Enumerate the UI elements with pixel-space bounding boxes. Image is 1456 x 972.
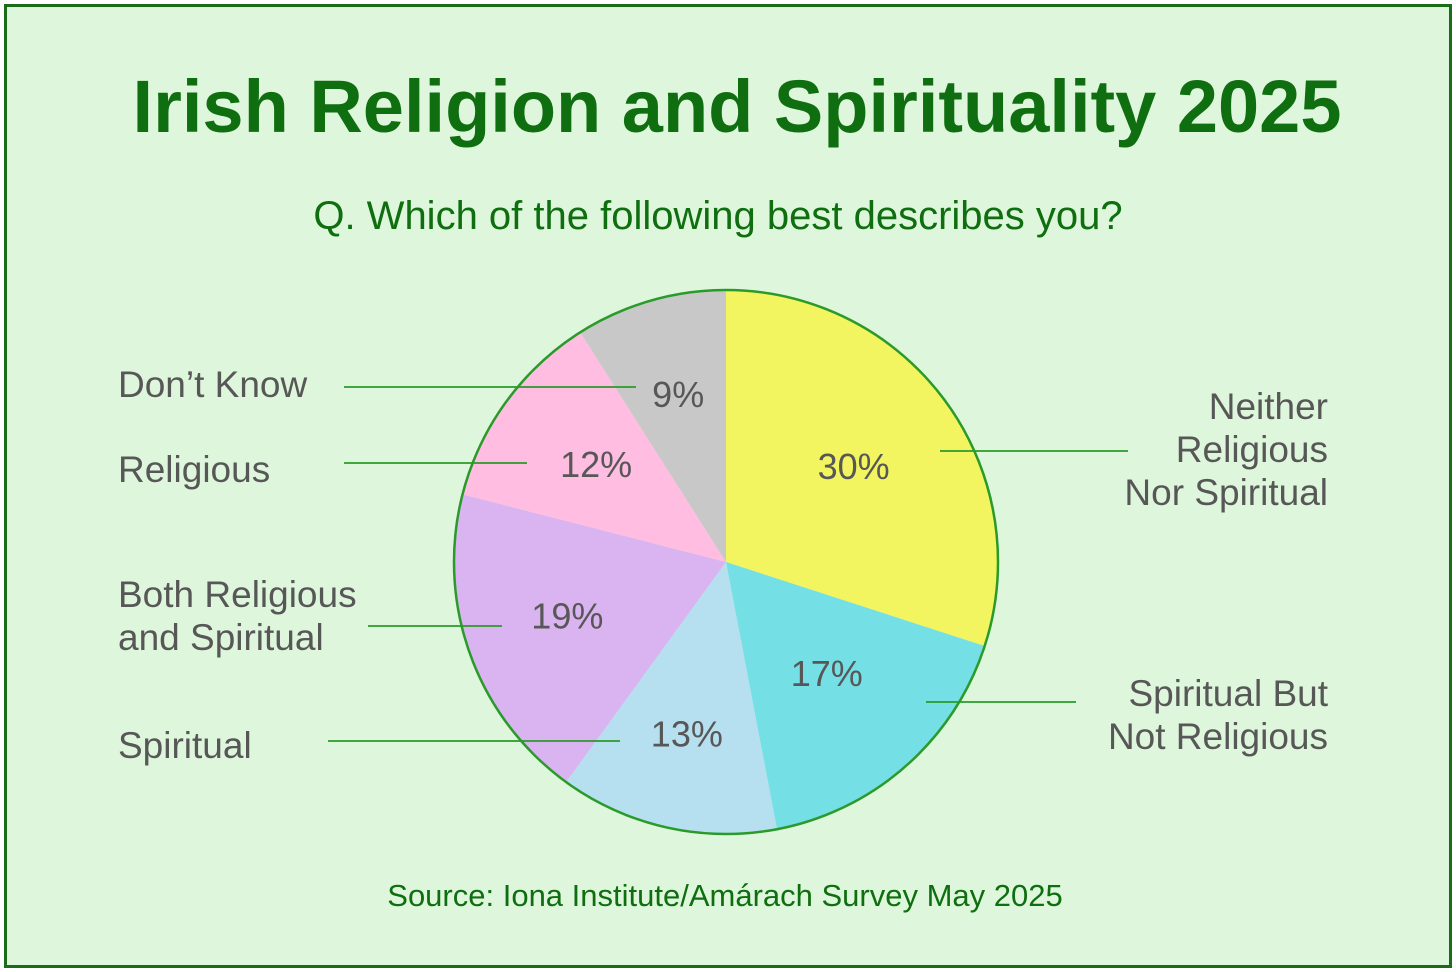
label-spiritual-but-not-religious: Spiritual But Not Religious — [1108, 672, 1328, 758]
slice-value-label: 12% — [560, 444, 632, 485]
pie-slice — [726, 290, 999, 647]
label-dont-know: Don’t Know — [118, 363, 307, 406]
pie-slice — [462, 332, 726, 562]
label-line: Not Religious — [1107, 716, 1328, 757]
pie-slice — [726, 562, 985, 830]
slice-value-label: 13% — [651, 714, 723, 755]
label-both-religious-and-spiritual: Both Religious and Spiritual — [118, 573, 357, 659]
label-line: Spiritual — [118, 725, 252, 766]
chart-title: Irish Religion and Spirituality 2025 — [132, 65, 1342, 148]
pie-slice — [566, 562, 777, 834]
label-line: Nor Spiritual — [1124, 472, 1328, 513]
slice-value-label: 30% — [818, 446, 890, 487]
pie-slice — [580, 290, 726, 562]
slice-value-label: 9% — [652, 374, 704, 415]
pie-outline — [452, 288, 1000, 836]
label-line: Religious — [118, 449, 271, 490]
label-neither-religious-nor-spiritual: Neither Religious Nor Spiritual — [1124, 385, 1328, 514]
label-religious: Religious — [118, 448, 270, 491]
slice-value-label: 17% — [791, 653, 863, 694]
label-line: Spiritual But — [1128, 673, 1329, 714]
chart-subtitle: Q. Which of the following best describes… — [313, 194, 1123, 238]
pie-slice — [454, 494, 726, 783]
label-line: Neither — [1208, 386, 1328, 427]
label-line: Don’t Know — [118, 364, 308, 405]
slice-value-label: 19% — [531, 596, 603, 637]
source-note: Source: Iona Institute/Amárach Survey Ma… — [387, 878, 1063, 913]
label-spiritual: Spiritual — [118, 724, 252, 767]
label-line: Both Religious — [118, 574, 357, 615]
label-line: Religious — [1175, 429, 1328, 470]
label-line: and Spiritual — [118, 617, 324, 658]
